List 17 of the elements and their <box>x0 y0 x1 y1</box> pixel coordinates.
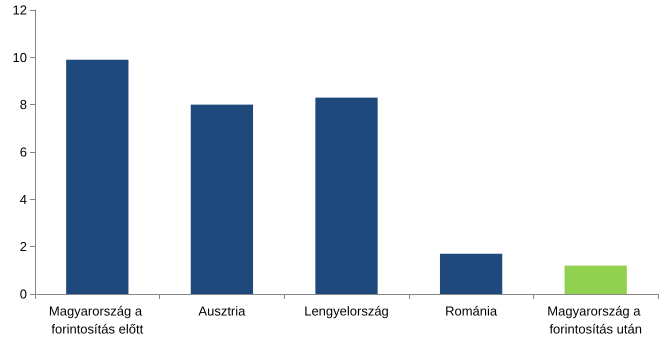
bar <box>564 266 627 294</box>
x-tick-label: Románia <box>445 304 498 318</box>
x-tick-label: Magyarország a forintosítás előtt <box>48 304 146 336</box>
x-tick-label: Magyarország a forintosítás után <box>547 304 644 336</box>
x-tick-label: Lengyelország <box>304 304 389 318</box>
y-tick-label: 12 <box>12 2 27 18</box>
y-tick-label: 4 <box>20 192 27 207</box>
bar <box>190 104 254 294</box>
x-tick-label: Ausztria <box>198 304 246 318</box>
bar <box>66 60 128 294</box>
y-tick-label: 6 <box>20 144 27 160</box>
bar <box>315 98 378 294</box>
y-tick-label: 8 <box>20 97 27 112</box>
y-tick-label: 0 <box>20 286 27 302</box>
y-tick-label: 2 <box>20 239 27 254</box>
y-tick-label: 10 <box>12 50 27 65</box>
bar <box>440 254 502 294</box>
